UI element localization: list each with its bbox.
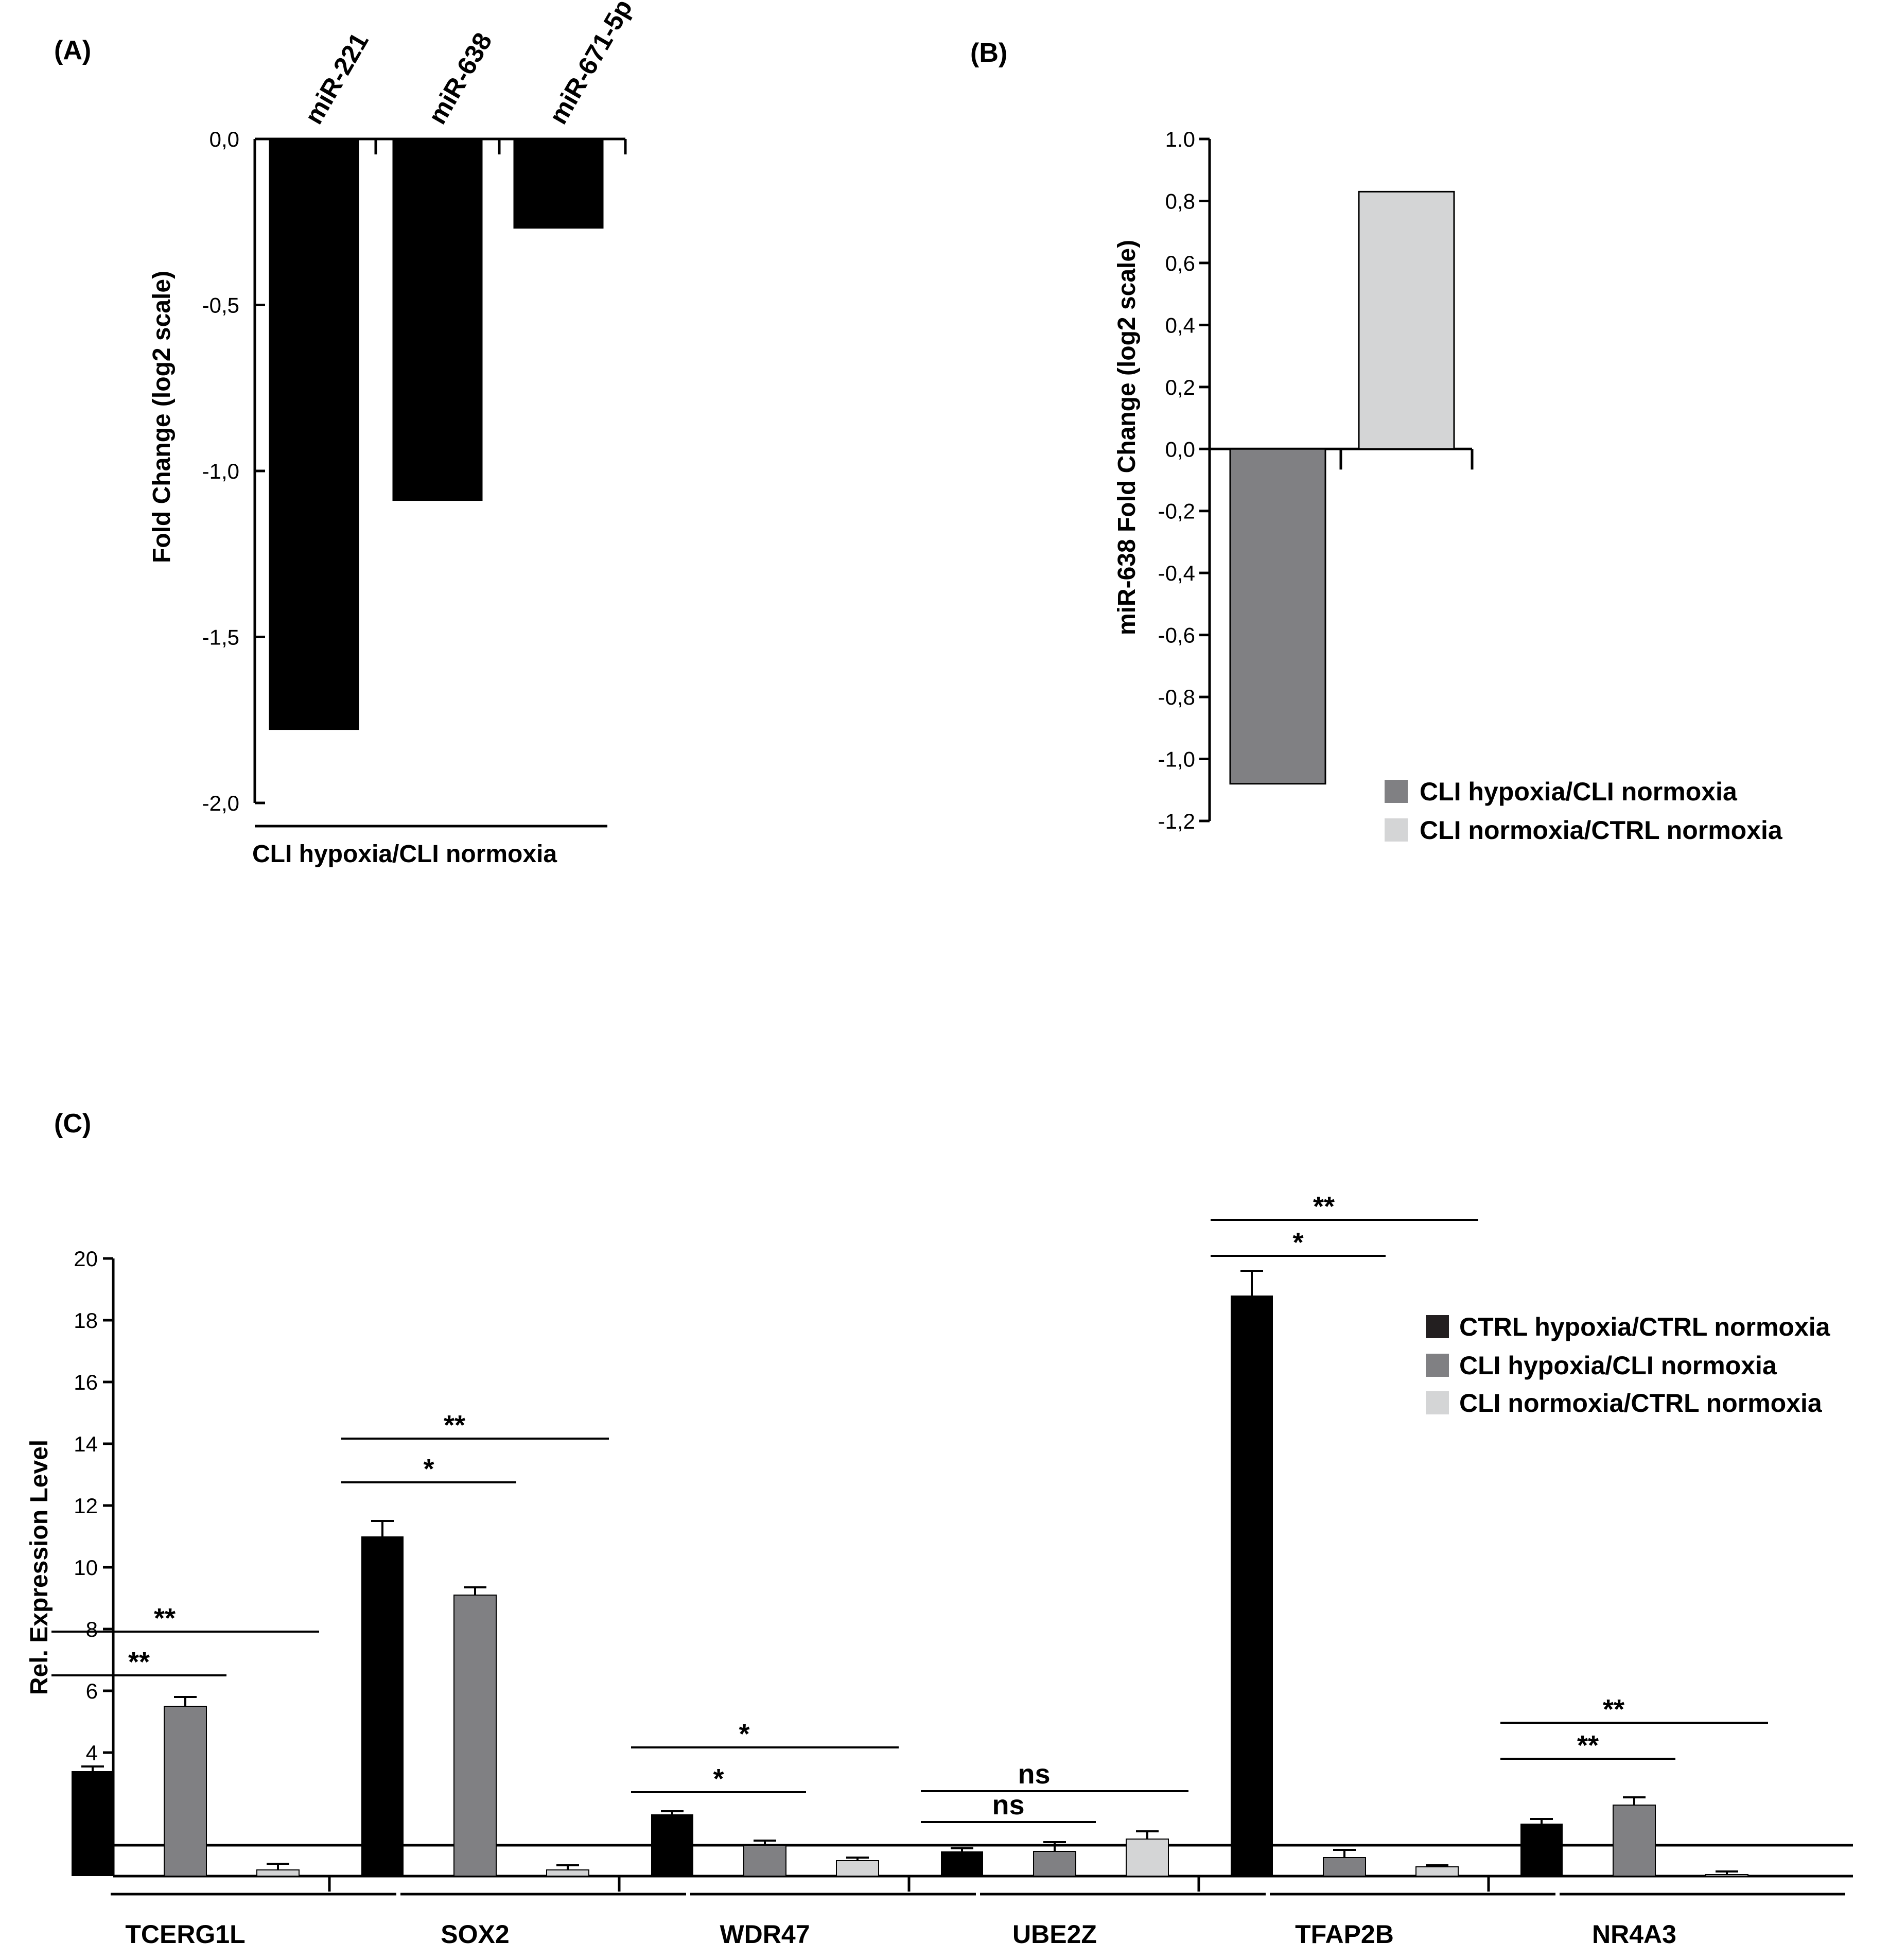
- x-axis-title-a: CLI hypoxia/CLI normoxia: [252, 841, 557, 868]
- bar-c-tcerg1l-2: [256, 1869, 300, 1877]
- y-tick-label-c: 18: [74, 1308, 98, 1333]
- y-tick-label-c: 10: [74, 1555, 98, 1580]
- chart-c: 20181614121086421TCERG1LSOX2WDR47UBE2ZTF…: [26, 1191, 1853, 1949]
- significance-label-c: **: [128, 1647, 150, 1677]
- bar-a-mir-638: [392, 139, 483, 501]
- bar-b-1: [1358, 190, 1455, 450]
- y-tick-label-c: 8: [86, 1617, 98, 1641]
- bar-b-0: [1229, 448, 1326, 785]
- y-tick-label-c: 14: [74, 1432, 98, 1456]
- category-label-c: TCERG1L: [125, 1920, 245, 1949]
- legend-label-c: CLI normoxia/CTRL normoxia: [1459, 1389, 1823, 1417]
- panel-label-b: (B): [970, 38, 1007, 68]
- legend-label-c: CLI hypoxia/CLI normoxia: [1459, 1351, 1777, 1380]
- y-tick-label-a: -2,0: [202, 791, 239, 815]
- y-tick-label-b: 0,6: [1165, 251, 1195, 275]
- y-tick-label-a: -0,5: [202, 293, 239, 318]
- y-axis-title-c: Rel. Expression Level: [26, 1440, 53, 1695]
- category-label-c: SOX2: [441, 1920, 509, 1949]
- significance-label-c: *: [1292, 1227, 1303, 1258]
- bar-c-wdr47-0: [651, 1814, 693, 1876]
- y-tick-label-a: 0,0: [209, 127, 239, 151]
- legend-swatch-c: [1426, 1354, 1449, 1377]
- significance-label-c: **: [444, 1410, 465, 1441]
- bar-c-sox2-0: [361, 1536, 404, 1876]
- y-tick-label-b: 1.0: [1165, 127, 1195, 151]
- y-tick-label-b: 0,4: [1165, 313, 1195, 337]
- y-tick-label-c: 4: [86, 1741, 98, 1765]
- bar-c-wdr47-2: [836, 1860, 879, 1877]
- y-axis-title-a: Fold Change (log2 scale): [148, 271, 176, 563]
- y-tick-label-a: -1,5: [202, 625, 239, 650]
- significance-label-c: *: [423, 1454, 434, 1484]
- y-axis-title-b: miR-638 Fold Change (log2 scale): [1113, 240, 1141, 635]
- legend-label-b: CLI hypoxia/CLI normoxia: [1420, 777, 1738, 806]
- chart-b: 1.0 0,8 0,6 0,4 0,2 0,0 -0,2 -0,4 -0,6 -0,8 -1,0 -1…: [1113, 127, 1783, 845]
- legend-label-c: CTRL hypoxia/CTRL normoxia: [1459, 1312, 1831, 1341]
- y-tick-label-b: -0,4: [1158, 561, 1195, 585]
- significance-label-c: *: [739, 1719, 749, 1749]
- legend-swatch-c: [1426, 1391, 1449, 1414]
- bar-c-tcerg1l-0: [72, 1771, 114, 1876]
- y-tick-label-a: -1,0: [202, 459, 239, 483]
- significance-label-c: **: [1577, 1730, 1599, 1761]
- significance-label-c: **: [1603, 1694, 1624, 1725]
- y-tick-label-c: 20: [74, 1247, 98, 1271]
- bar-c-sox2-1: [453, 1595, 497, 1877]
- y-tick-label-b: 0,2: [1165, 375, 1195, 399]
- bar-c-nr4a3-2: [1705, 1874, 1748, 1877]
- category-label-a: miR-221: [299, 28, 374, 129]
- category-label-a: miR-638: [423, 28, 498, 129]
- bar-a-mir-671-5p: [513, 139, 604, 229]
- y-tick-label-b: -1,2: [1158, 809, 1195, 833]
- bar-c-ube2z-0: [941, 1851, 983, 1876]
- bar-c-tfap2b-2: [1415, 1866, 1459, 1877]
- significance-label-c: **: [1313, 1191, 1335, 1222]
- significance-label-c: *: [713, 1763, 724, 1794]
- bar-c-sox2-2: [546, 1869, 589, 1877]
- legend-swatch-b: [1385, 780, 1408, 803]
- y-tick-label-c: 16: [74, 1370, 98, 1394]
- y-tick-label-b: -0,6: [1158, 623, 1195, 647]
- y-tick-label-b: -0,2: [1158, 499, 1195, 523]
- bar-c-tcerg1l-1: [164, 1706, 207, 1877]
- category-label-c: TFAP2B: [1295, 1920, 1394, 1949]
- legend-label-b: CLI normoxia/CTRL normoxia: [1420, 816, 1783, 845]
- bar-c-tfap2b-1: [1323, 1857, 1366, 1877]
- significance-label-c: **: [154, 1603, 176, 1634]
- legend-swatch-c: [1426, 1315, 1449, 1338]
- chart-a: 0,0 -0,5 -1,0 -1,5 -2,0 miR-221 miR-638 miR-671…: [148, 0, 638, 868]
- y-tick-label-b: -1,0: [1158, 747, 1195, 772]
- bar-c-wdr47-1: [743, 1845, 786, 1877]
- y-tick-label-c: 6: [86, 1679, 98, 1703]
- bar-c-nr4a3-0: [1520, 1824, 1563, 1876]
- legend-swatch-b: [1385, 818, 1408, 842]
- bar-c-ube2z-2: [1126, 1839, 1169, 1877]
- category-label-c: UBE2Z: [1012, 1920, 1097, 1949]
- panel-label-c: (C): [54, 1109, 91, 1139]
- bar-c-tfap2b-0: [1231, 1296, 1273, 1876]
- y-tick-label-c: 12: [74, 1494, 98, 1518]
- y-tick-label-b: 0,0: [1165, 437, 1195, 461]
- category-label-a: miR-671-5p: [544, 0, 638, 129]
- category-label-c: NR4A3: [1592, 1920, 1676, 1949]
- y-tick-label-b: -0,8: [1158, 685, 1195, 709]
- bar-c-ube2z-1: [1033, 1851, 1076, 1877]
- y-tick-label-b: 0,8: [1165, 189, 1195, 213]
- bar-c-nr4a3-1: [1613, 1805, 1656, 1877]
- bar-a-mir-221: [269, 139, 359, 730]
- significance-label-c: ns: [1018, 1759, 1050, 1790]
- significance-label-c: ns: [992, 1790, 1024, 1821]
- category-label-c: WDR47: [720, 1920, 810, 1949]
- panel-label-a: (A): [54, 36, 91, 65]
